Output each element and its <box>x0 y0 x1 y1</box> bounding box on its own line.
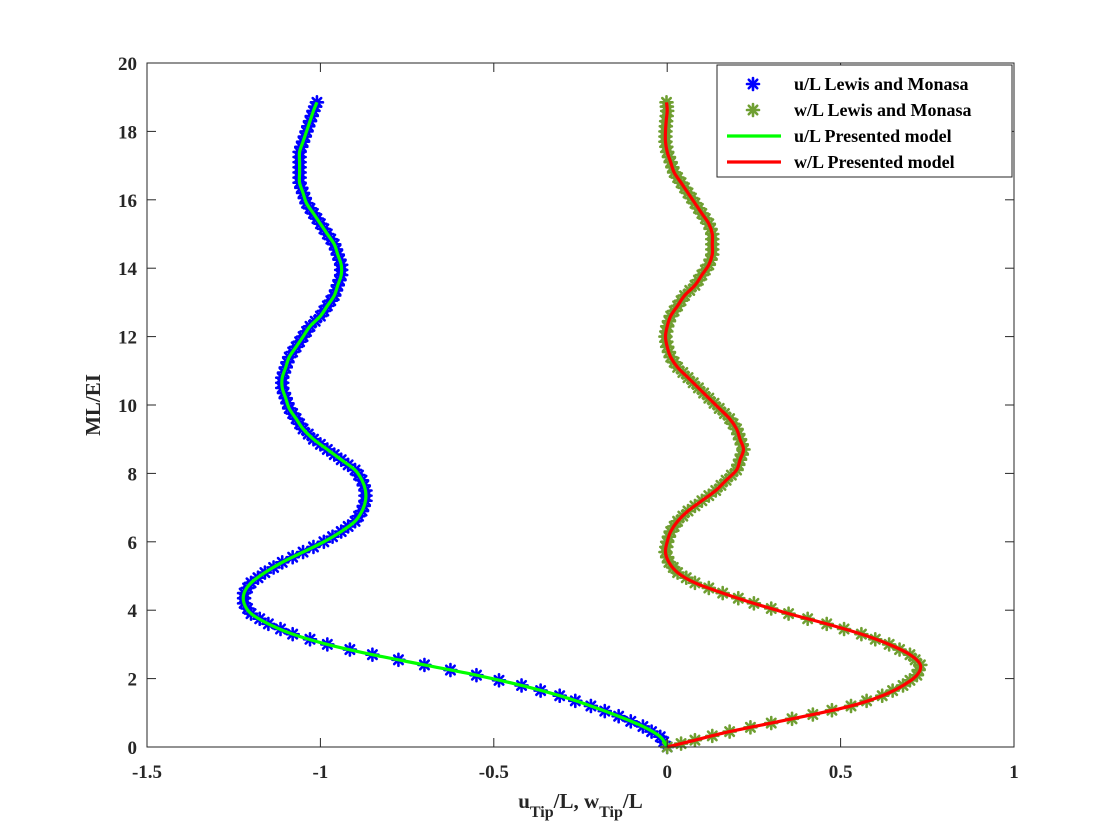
legend-label: w/L Lewis and Monasa <box>794 100 972 120</box>
legend-label: u/L Lewis and Monasa <box>794 74 969 94</box>
y-tick-label: 14 <box>118 259 138 280</box>
series-layer <box>236 95 928 755</box>
x-axis-title-u-subscript: Tip <box>530 804 554 821</box>
x-tick-label: -1 <box>312 762 328 783</box>
y-tick-label: 8 <box>128 464 138 485</box>
x-tick-label: -0.5 <box>479 762 509 783</box>
y-tick-label: 16 <box>118 191 137 212</box>
y-tick-label: 0 <box>128 738 138 759</box>
x-axis-title-end: /L <box>622 789 643 813</box>
legend-box <box>716 64 1013 178</box>
x-axis-title: uTip/L, wTip/L <box>518 789 643 821</box>
x-tick-label: 0.5 <box>829 762 853 783</box>
x-tick-label: -1.5 <box>132 762 162 783</box>
y-tick-label: 18 <box>118 122 137 143</box>
x-tick-label: 0 <box>662 762 672 783</box>
legend-entry: u/L Lewis and Monasa <box>745 74 969 94</box>
x-axis-title-w-subscript: Tip <box>599 804 623 821</box>
legend-marker <box>745 76 761 92</box>
legend-label: u/L Presented model <box>794 126 952 146</box>
y-tick-label: 2 <box>128 670 138 691</box>
y-tick-label: 20 <box>118 54 137 75</box>
y-tick-label: 10 <box>118 396 137 417</box>
series-line-u-l-presented-model <box>241 101 669 748</box>
legend-entry: u/L Presented model <box>727 126 952 146</box>
legend: u/L Lewis and Monasa w/L Lewis and Monasa… <box>716 64 1013 178</box>
x-axis-title-mid: /L, w <box>553 789 600 813</box>
y-tick-label: 4 <box>128 601 138 622</box>
x-tick-label: 1 <box>1009 762 1019 783</box>
legend-marker <box>745 102 761 118</box>
legend-entry: w/L Presented model <box>727 152 955 172</box>
series-line-w-l-presented-model <box>663 102 923 749</box>
y-tick-label: 12 <box>118 328 137 349</box>
legend-label: w/L Presented model <box>794 152 955 172</box>
y-axis-title: ML/EI <box>81 374 105 436</box>
legend-entry: w/L Lewis and Monasa <box>745 100 972 120</box>
data-point <box>309 95 325 110</box>
x-axis-title-u: u <box>518 789 530 813</box>
y-tick-label: 6 <box>128 533 138 554</box>
